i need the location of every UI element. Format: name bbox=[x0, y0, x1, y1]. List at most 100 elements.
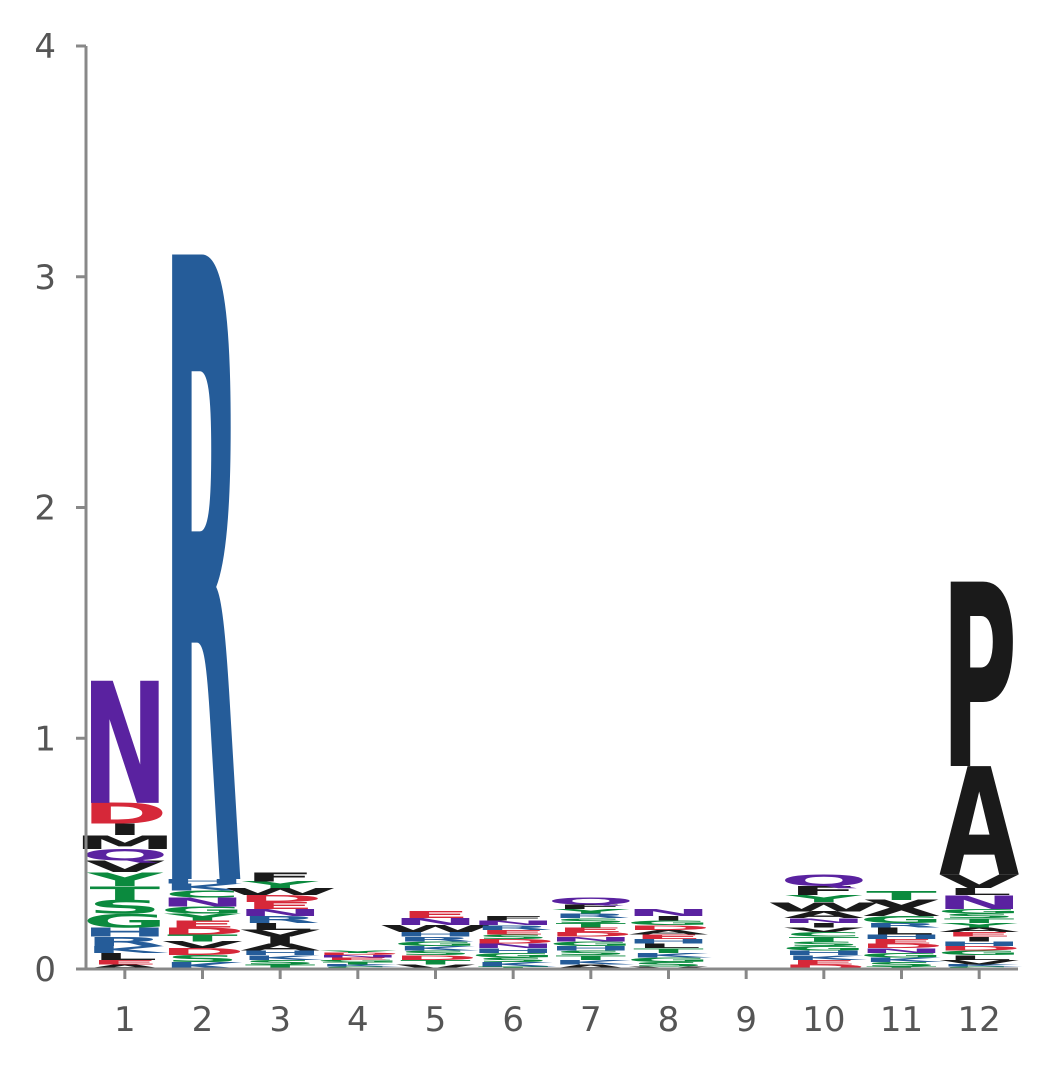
x-tick-label: 8 bbox=[658, 1000, 680, 1040]
logo-letter: H bbox=[392, 931, 479, 938]
logo-letter: H bbox=[81, 925, 168, 940]
logo-letter: C bbox=[165, 889, 241, 900]
logo-letter: R bbox=[240, 914, 320, 925]
logo-letter: E bbox=[400, 910, 471, 921]
logo-letter: K bbox=[939, 964, 1022, 968]
logo-letter: D bbox=[237, 893, 323, 904]
logo-letter: D bbox=[470, 938, 556, 945]
logo-letter: K bbox=[162, 882, 246, 893]
logo-letter: A bbox=[551, 963, 631, 970]
y-tick-label: 1 bbox=[34, 719, 56, 759]
logo-letter: N bbox=[314, 955, 401, 959]
logo-letter: R bbox=[862, 922, 942, 929]
logo-letter: V bbox=[939, 959, 1019, 966]
logo-letter: V bbox=[395, 963, 475, 970]
logo-letter: S bbox=[88, 896, 163, 918]
logo-letter: T bbox=[167, 933, 238, 944]
logo-letter: F bbox=[555, 903, 626, 910]
logo-letter: S bbox=[942, 912, 1017, 919]
logo-letter: N bbox=[858, 947, 945, 954]
logo-letter: K bbox=[85, 944, 169, 955]
logo-letter: I bbox=[960, 936, 999, 943]
logo-letter: N bbox=[237, 907, 324, 918]
logo-letter: A bbox=[784, 910, 864, 921]
logo-letter: W bbox=[223, 887, 337, 898]
logo-letter: Y bbox=[785, 893, 862, 904]
logo-letter: H bbox=[625, 938, 712, 945]
logo-letter: V bbox=[162, 940, 242, 951]
logo-letter: S bbox=[243, 959, 318, 966]
logo-letter: G bbox=[859, 914, 944, 925]
logo-letter: Q bbox=[780, 871, 868, 889]
stack-position-12: SKVLGDHIEAYTSGNLVAP bbox=[936, 532, 1023, 970]
logo-letter: L bbox=[946, 887, 1012, 898]
logo-letter: H bbox=[547, 945, 634, 952]
logo-letter: D bbox=[859, 942, 945, 949]
logo-letter: A bbox=[939, 737, 1019, 910]
logo-letter: S bbox=[398, 949, 473, 956]
logo-letter: G bbox=[315, 959, 400, 963]
stack-position-11: TSKGNDEHLRGXT bbox=[858, 888, 946, 969]
logo-letter: N bbox=[81, 648, 168, 843]
logo-letter: H bbox=[470, 947, 557, 954]
logo-letter: D bbox=[393, 954, 479, 961]
logo-letter: S bbox=[631, 961, 706, 968]
logo-letter: N bbox=[470, 919, 557, 926]
x-tick-label: 9 bbox=[735, 1000, 757, 1040]
logo-letter: K bbox=[473, 961, 558, 968]
logo-letter: D bbox=[160, 947, 246, 958]
stack-position-4: SKTGENDY bbox=[314, 950, 401, 970]
logo-letter: L bbox=[869, 926, 935, 937]
logo-letter: Q bbox=[81, 846, 169, 864]
logo-letter: K bbox=[318, 964, 401, 968]
logo-letter: F bbox=[245, 870, 316, 885]
logo-letter: E bbox=[555, 926, 626, 933]
logo-letter: N bbox=[392, 917, 479, 928]
logo-letter: E bbox=[89, 959, 160, 966]
x-tick-label: 11 bbox=[880, 1000, 923, 1040]
logo-letter: S bbox=[554, 949, 629, 956]
logo-letter: A bbox=[85, 963, 165, 970]
logo-letter: R bbox=[551, 912, 631, 919]
logo-letter: E bbox=[633, 933, 704, 940]
logo-letter: H bbox=[159, 878, 246, 885]
logo-letter: D bbox=[548, 931, 634, 938]
logo-letter: Y bbox=[319, 950, 397, 954]
logo-letter: T bbox=[245, 963, 316, 970]
logo-letter: L bbox=[247, 921, 313, 932]
logo-letter: D bbox=[82, 797, 168, 830]
logo-letter: L bbox=[92, 951, 158, 962]
logo-letter: G bbox=[937, 949, 1022, 956]
logo-letter: H bbox=[237, 949, 324, 956]
logo-letter: L bbox=[636, 942, 702, 949]
logo-letter: T bbox=[789, 936, 860, 943]
logo-letter: T bbox=[633, 947, 704, 954]
logo-letter: K bbox=[628, 952, 713, 959]
logo-letter: I bbox=[805, 922, 844, 929]
logo-letter: I bbox=[261, 935, 300, 946]
logo-letter: D bbox=[781, 963, 867, 970]
logo-letter: Y bbox=[164, 912, 241, 923]
logo-letter: A bbox=[939, 926, 1019, 933]
logo-letter: Y bbox=[86, 868, 164, 890]
logo-letter: E bbox=[788, 959, 859, 966]
logo-letter: S bbox=[787, 940, 862, 947]
logo-letter: E bbox=[167, 919, 238, 930]
logo-letter: H bbox=[858, 933, 945, 940]
logo-letter: S bbox=[165, 953, 240, 964]
logo-letter: N bbox=[936, 891, 1023, 913]
logo-letter: G bbox=[548, 940, 633, 947]
x-tick-label: 10 bbox=[802, 1000, 845, 1040]
logo-letter: R bbox=[396, 936, 476, 943]
logo-letter: F bbox=[478, 915, 549, 922]
logo-letter: S bbox=[476, 933, 551, 940]
logo-letter: S bbox=[476, 956, 551, 963]
logo-letter: L bbox=[946, 954, 1012, 961]
logo-letter: T bbox=[90, 882, 161, 904]
logo-letter: E bbox=[866, 938, 937, 945]
